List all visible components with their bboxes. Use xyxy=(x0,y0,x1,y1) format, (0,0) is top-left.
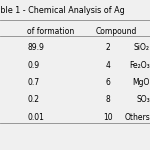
Text: Others: Others xyxy=(124,112,150,122)
Text: 2: 2 xyxy=(106,44,110,52)
Text: Fe₂O₃: Fe₂O₃ xyxy=(129,61,150,70)
Text: 0.01: 0.01 xyxy=(27,112,44,122)
Text: 0.9: 0.9 xyxy=(27,61,39,70)
Text: 0.7: 0.7 xyxy=(27,78,39,87)
Text: 4: 4 xyxy=(106,61,110,70)
Text: 10: 10 xyxy=(103,112,113,122)
Text: 0.2: 0.2 xyxy=(27,95,39,104)
Text: 6: 6 xyxy=(106,78,110,87)
Text: 89.9: 89.9 xyxy=(27,44,44,52)
Text: MgO: MgO xyxy=(133,78,150,87)
Text: 8: 8 xyxy=(106,95,110,104)
Text: of formation: of formation xyxy=(27,27,74,36)
Text: Table 1 - Chemical Analysis of Ag: Table 1 - Chemical Analysis of Ag xyxy=(0,6,125,15)
Text: SO₃: SO₃ xyxy=(136,95,150,104)
Text: Compound: Compound xyxy=(96,27,137,36)
Text: SiO₂: SiO₂ xyxy=(134,44,150,52)
